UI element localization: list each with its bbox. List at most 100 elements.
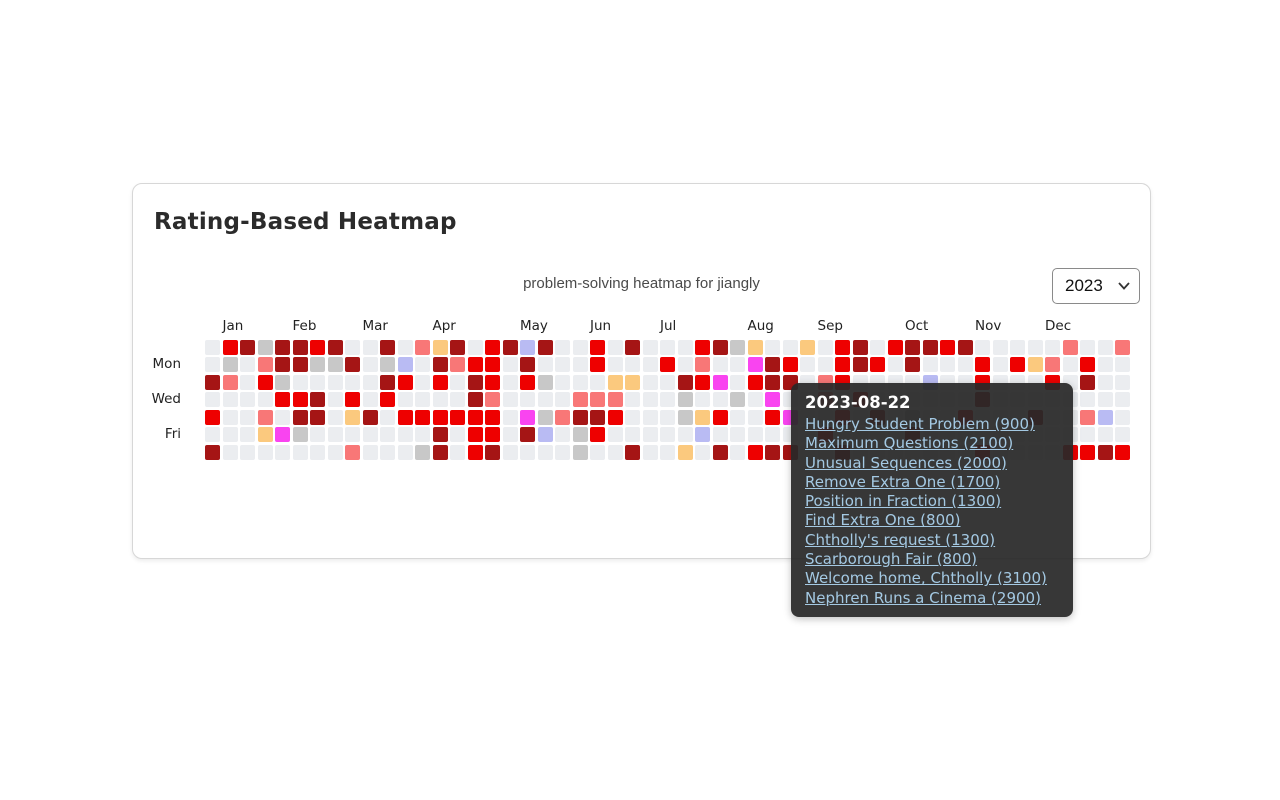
heatmap-cell[interactable] (870, 340, 885, 355)
heatmap-cell[interactable] (467, 409, 483, 425)
heatmap-cell[interactable] (590, 340, 605, 355)
heatmap-cell[interactable] (712, 444, 728, 460)
heatmap-cell[interactable] (397, 340, 413, 355)
heatmap-cell[interactable] (502, 444, 518, 460)
heatmap-cell[interactable] (817, 357, 833, 373)
heatmap-cell[interactable] (730, 374, 745, 390)
heatmap-cell[interactable] (730, 444, 745, 460)
heatmap-cell[interactable] (765, 444, 780, 460)
heatmap-cell[interactable] (782, 340, 798, 355)
heatmap-cell[interactable] (887, 357, 903, 373)
heatmap-cell[interactable] (765, 357, 780, 373)
heatmap-cell[interactable] (677, 374, 693, 390)
heatmap-cell[interactable] (975, 357, 990, 373)
heatmap-cell[interactable] (345, 392, 360, 408)
heatmap-cell[interactable] (415, 340, 430, 355)
heatmap-cell[interactable] (257, 409, 273, 425)
tooltip-problem-link[interactable]: Hungry Student Problem (900) (805, 415, 1035, 433)
heatmap-cell[interactable] (327, 357, 343, 373)
heatmap-cell[interactable] (1027, 357, 1043, 373)
heatmap-cell[interactable] (555, 357, 570, 373)
heatmap-cell[interactable] (415, 444, 430, 460)
heatmap-cell[interactable] (380, 340, 395, 355)
heatmap-cell[interactable] (310, 427, 325, 443)
heatmap-cell[interactable] (450, 427, 465, 443)
heatmap-cell[interactable] (800, 340, 815, 355)
heatmap-cell[interactable] (380, 374, 395, 390)
heatmap-cell[interactable] (292, 409, 308, 425)
tooltip-problem-link[interactable]: Position in Fraction (1300) (805, 492, 1002, 511)
heatmap-cell[interactable] (870, 357, 885, 373)
heatmap-cell[interactable] (380, 357, 395, 373)
heatmap-cell[interactable] (205, 357, 220, 373)
heatmap-cell[interactable] (292, 340, 308, 355)
heatmap-cell[interactable] (380, 409, 395, 425)
heatmap-cell[interactable] (345, 340, 360, 355)
heatmap-cell[interactable] (380, 392, 395, 408)
heatmap-cell[interactable] (572, 409, 588, 425)
heatmap-cell[interactable] (1115, 409, 1130, 425)
heatmap-cell[interactable] (677, 340, 693, 355)
heatmap-cell[interactable] (800, 357, 815, 373)
tooltip-problem-link[interactable]: Scarborough Fair (800) (805, 550, 978, 569)
tooltip-problem-link[interactable]: Nephren Runs a Cinema (2900) (805, 588, 1041, 607)
heatmap-cell[interactable] (625, 357, 640, 373)
heatmap-cell[interactable] (660, 427, 675, 443)
heatmap-cell[interactable] (590, 374, 605, 390)
heatmap-cell[interactable] (555, 409, 570, 425)
heatmap-cell[interactable] (450, 392, 465, 408)
tooltip-problem-link[interactable]: Maximum Questions (2100) (805, 434, 1014, 453)
heatmap-cell[interactable] (275, 374, 290, 390)
heatmap-cell[interactable] (432, 357, 448, 373)
heatmap-cell[interactable] (292, 427, 308, 443)
heatmap-cell[interactable] (485, 374, 500, 390)
heatmap-cell[interactable] (730, 409, 745, 425)
heatmap-cell[interactable] (467, 374, 483, 390)
heatmap-cell[interactable] (485, 357, 500, 373)
heatmap-cell[interactable] (642, 444, 658, 460)
heatmap-cell[interactable] (502, 392, 518, 408)
heatmap-cell[interactable] (467, 444, 483, 460)
heatmap-cell[interactable] (432, 444, 448, 460)
heatmap-cell[interactable] (292, 357, 308, 373)
heatmap-cell[interactable] (607, 427, 623, 443)
heatmap-cell[interactable] (327, 409, 343, 425)
heatmap-cell[interactable] (852, 340, 868, 355)
heatmap-cell[interactable] (520, 444, 535, 460)
heatmap-cell[interactable] (572, 392, 588, 408)
heatmap-cell[interactable] (730, 340, 745, 355)
heatmap-cell[interactable] (467, 427, 483, 443)
heatmap-cell[interactable] (397, 357, 413, 373)
heatmap-cell[interactable] (205, 444, 220, 460)
heatmap-cell[interactable] (310, 357, 325, 373)
heatmap-cell[interactable] (380, 444, 395, 460)
heatmap-cell[interactable] (537, 340, 553, 355)
heatmap-cell[interactable] (905, 340, 920, 355)
heatmap-cell[interactable] (485, 392, 500, 408)
year-select[interactable]: 2023 (1052, 268, 1140, 304)
heatmap-cell[interactable] (450, 357, 465, 373)
heatmap-cell[interactable] (537, 357, 553, 373)
heatmap-cell[interactable] (765, 427, 780, 443)
heatmap-cell[interactable] (362, 340, 378, 355)
heatmap-cell[interactable] (1097, 340, 1113, 355)
heatmap-cell[interactable] (695, 444, 710, 460)
heatmap-cell[interactable] (817, 340, 833, 355)
heatmap-cell[interactable] (502, 409, 518, 425)
heatmap-cell[interactable] (1045, 357, 1060, 373)
heatmap-cell[interactable] (467, 392, 483, 408)
heatmap-cell[interactable] (485, 409, 500, 425)
heatmap-cell[interactable] (292, 444, 308, 460)
heatmap-cell[interactable] (275, 392, 290, 408)
heatmap-cell[interactable] (695, 340, 710, 355)
heatmap-cell[interactable] (397, 409, 413, 425)
heatmap-cell[interactable] (240, 427, 255, 443)
heatmap-cell[interactable] (292, 392, 308, 408)
heatmap-cell[interactable] (765, 392, 780, 408)
heatmap-cell[interactable] (747, 374, 763, 390)
heatmap-cell[interactable] (432, 392, 448, 408)
heatmap-cell[interactable] (660, 357, 675, 373)
heatmap-cell[interactable] (485, 444, 500, 460)
heatmap-cell[interactable] (625, 340, 640, 355)
heatmap-cell[interactable] (397, 427, 413, 443)
